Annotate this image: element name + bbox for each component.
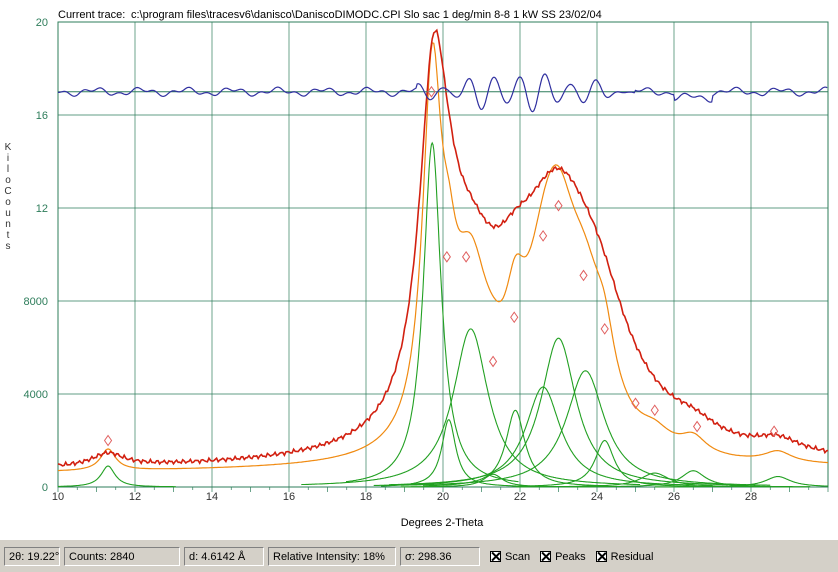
peak-marker <box>461 250 471 263</box>
peaks-check-icon <box>540 551 552 562</box>
y-label-letter: o <box>5 197 11 208</box>
current-trace-path: c:\program files\tracesv6\danisco\Danisc… <box>131 9 602 21</box>
y-label-letter: l <box>7 164 9 175</box>
fitted-peak-line <box>423 409 608 487</box>
peak-marker <box>631 397 640 410</box>
y-label-letter: n <box>5 219 11 230</box>
x-tick-label: 20 <box>437 491 449 503</box>
diffraction-plot-area[interactable]: Current trace: c:\program files\tracesv6… <box>0 0 838 540</box>
x-axis-label: Degrees 2-Theta <box>401 517 484 529</box>
series-layer <box>57 28 829 488</box>
x-tick-label: 14 <box>206 491 218 503</box>
y-label-letter: i <box>7 153 9 164</box>
residual-check-icon <box>595 551 607 562</box>
y-label-letter: o <box>5 175 11 186</box>
y-label-letter: K <box>5 142 12 153</box>
calculated-profile-line <box>58 42 829 472</box>
fitted-peak-line <box>512 439 698 487</box>
peak-marker <box>554 199 563 212</box>
fitted-peak-line <box>301 328 641 486</box>
fitted-peak-line <box>576 470 811 488</box>
status-bar: 2θ: 19.22° Counts: 2840 d: 4.6142 Å Rela… <box>0 543 838 570</box>
two-theta-readout: 2θ: 19.22° <box>4 547 60 566</box>
y-tick-label: 12 <box>36 203 48 215</box>
peak-marker <box>579 269 588 282</box>
scan-checkbox[interactable]: Scan <box>490 551 530 563</box>
peak-marker <box>103 434 113 447</box>
d-spacing-readout: d: 4.6142 Å <box>184 547 264 566</box>
peak-marker <box>769 425 779 438</box>
axis-ticks: 10 12 14 16 18 20 22 24 26 28 0 4000 8000 12 16 20 <box>24 17 829 503</box>
peak-marker <box>600 323 609 335</box>
diffraction-chart[interactable]: Current trace: c:\program files\tracesv6… <box>0 0 838 540</box>
x-tick-label: 12 <box>129 491 141 503</box>
y-label-letter: s <box>6 241 11 252</box>
peak-marker <box>538 230 548 242</box>
peaks-checkbox[interactable]: Peaks <box>540 551 586 563</box>
observed-scan-line <box>57 28 829 467</box>
peak-marker <box>692 420 702 433</box>
residual-line <box>58 73 828 113</box>
y-tick-label: 8000 <box>24 296 48 308</box>
x-tick-label: 22 <box>514 491 526 503</box>
sigma-readout: σ: 298.36 <box>400 547 480 566</box>
x-tick-label: 24 <box>591 491 603 503</box>
y-label-letter: C <box>4 186 11 197</box>
current-trace-label: Current trace: <box>58 9 125 21</box>
x-tick-label: 28 <box>745 491 757 503</box>
y-tick-label: 4000 <box>24 389 48 401</box>
peak-markers <box>103 85 779 447</box>
fitted-peak-line <box>389 337 728 486</box>
relative-intensity-readout: Relative Intensity: 18% <box>268 547 396 566</box>
peak-marker <box>650 404 659 417</box>
fitted-peak-line <box>380 418 517 487</box>
scan-check-icon <box>490 551 501 562</box>
y-label-letter: u <box>5 208 11 219</box>
peak-marker <box>488 355 498 368</box>
x-tick-label: 18 <box>360 491 372 503</box>
fitted-peak-line <box>345 141 519 483</box>
fitted-peak-line <box>654 475 828 488</box>
fitted-peak-line <box>516 472 794 488</box>
peak-marker <box>442 250 451 263</box>
x-tick-label: 26 <box>668 491 680 503</box>
counts-readout: Counts: 2840 <box>64 547 180 566</box>
y-tick-label: 16 <box>36 110 48 122</box>
fitted-peak-line <box>400 370 771 486</box>
x-tick-label: 16 <box>283 491 295 503</box>
x-tick-label: 10 <box>52 491 64 503</box>
y-label-letter: t <box>7 230 10 241</box>
peak-marker <box>427 85 436 98</box>
y-tick-label: 20 <box>36 17 48 29</box>
residual-checkbox[interactable]: Residual <box>595 551 653 563</box>
peak-marker <box>510 311 519 324</box>
y-tick-label: 0 <box>42 482 48 494</box>
fitted-peak-line <box>373 386 713 487</box>
fitted-peak-line <box>58 465 176 488</box>
